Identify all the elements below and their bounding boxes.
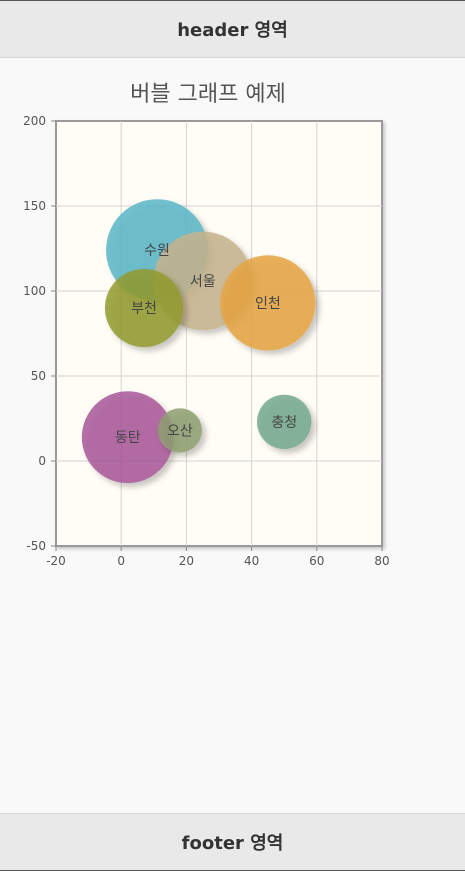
main-content: 버블 그래프 예제 -20 0 20 40 60 80 -50 0 50 100 150 200 수원… (0, 58, 465, 813)
bubble[interactable] (81, 391, 174, 484)
bubble-label: 수원 (144, 243, 170, 259)
bubble-label: 오산 (167, 423, 193, 439)
y-tick-label: 200 (23, 114, 46, 128)
page-header: header 영역 (0, 0, 465, 58)
bubble-label: 동탄 (115, 430, 141, 446)
bubble-label: 서울 (190, 274, 216, 290)
y-tick-label: 150 (23, 199, 46, 213)
axes: -20 0 20 40 60 80 -50 0 50 100 150 200 (23, 114, 390, 568)
bubble-label: 부천 (131, 301, 157, 317)
bubble[interactable] (157, 408, 202, 453)
bubble[interactable] (220, 255, 316, 351)
x-tick-label: 20 (179, 554, 194, 568)
footer-title: footer 영역 (181, 833, 284, 854)
bubble[interactable] (257, 394, 312, 450)
bubble[interactable] (104, 268, 184, 348)
y-tick-label: 100 (23, 284, 46, 298)
y-tick-label: -50 (26, 539, 46, 553)
chart-title: 버블 그래프 예제 (130, 82, 286, 107)
y-tick-label: 50 (31, 369, 46, 383)
page-footer: footer 영역 (0, 813, 465, 871)
bubble-label: 충청 (271, 415, 297, 431)
x-tick-label: 0 (117, 554, 125, 568)
y-tick-label: 0 (38, 454, 46, 468)
x-tick-label: 40 (244, 554, 259, 568)
x-tick-label: 60 (309, 554, 324, 568)
x-tick-label: -20 (46, 554, 66, 568)
plot-area (55, 120, 383, 547)
header-title: header 영역 (177, 20, 288, 41)
bubble-chart: 버블 그래프 예제 -20 0 20 40 60 80 -50 0 50 100 150 200 수원… (23, 82, 390, 568)
x-tick-label: 80 (374, 554, 389, 568)
bubble-series (81, 199, 316, 484)
bubble-label: 인천 (255, 296, 281, 312)
